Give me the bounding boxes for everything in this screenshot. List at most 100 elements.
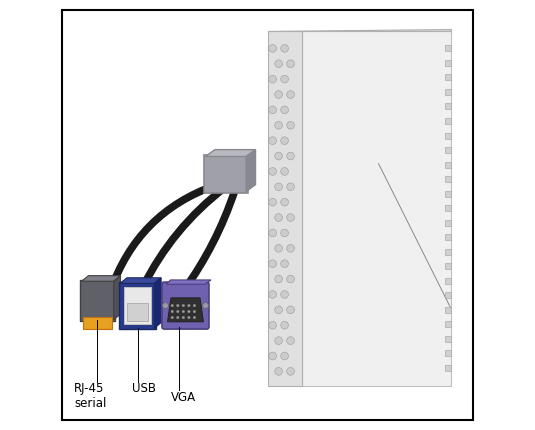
FancyBboxPatch shape	[445, 249, 451, 255]
FancyBboxPatch shape	[445, 89, 451, 95]
FancyBboxPatch shape	[445, 307, 451, 313]
Circle shape	[269, 229, 277, 237]
Circle shape	[177, 316, 179, 319]
Circle shape	[182, 304, 185, 307]
Circle shape	[287, 121, 294, 129]
FancyBboxPatch shape	[119, 282, 156, 329]
Circle shape	[269, 291, 277, 298]
Circle shape	[171, 304, 173, 307]
Text: USB: USB	[132, 382, 156, 396]
Text: VGA: VGA	[171, 391, 196, 404]
FancyBboxPatch shape	[445, 190, 451, 197]
FancyBboxPatch shape	[445, 176, 451, 182]
Circle shape	[269, 75, 277, 83]
Circle shape	[275, 121, 282, 129]
Circle shape	[281, 168, 288, 175]
Circle shape	[281, 198, 288, 206]
Circle shape	[275, 183, 282, 190]
Circle shape	[275, 368, 282, 375]
Circle shape	[275, 275, 282, 283]
Circle shape	[275, 214, 282, 221]
FancyBboxPatch shape	[204, 155, 248, 193]
Circle shape	[287, 214, 294, 221]
Circle shape	[171, 316, 173, 319]
Circle shape	[269, 321, 277, 329]
Polygon shape	[246, 150, 256, 191]
FancyBboxPatch shape	[445, 104, 451, 110]
Circle shape	[281, 321, 288, 329]
Circle shape	[275, 245, 282, 252]
Circle shape	[171, 310, 173, 313]
FancyBboxPatch shape	[445, 263, 451, 269]
FancyBboxPatch shape	[445, 132, 451, 138]
FancyBboxPatch shape	[445, 336, 451, 342]
FancyBboxPatch shape	[445, 220, 451, 226]
Text: RJ-45
serial: RJ-45 serial	[74, 382, 106, 411]
FancyBboxPatch shape	[80, 280, 115, 321]
FancyBboxPatch shape	[445, 292, 451, 298]
Circle shape	[287, 152, 294, 160]
Circle shape	[269, 260, 277, 267]
Circle shape	[287, 368, 294, 375]
FancyBboxPatch shape	[445, 46, 451, 51]
FancyBboxPatch shape	[83, 317, 112, 329]
FancyBboxPatch shape	[445, 350, 451, 356]
Polygon shape	[114, 276, 120, 319]
FancyBboxPatch shape	[445, 278, 451, 284]
Circle shape	[275, 91, 282, 98]
FancyBboxPatch shape	[124, 287, 151, 324]
Polygon shape	[268, 31, 302, 386]
Circle shape	[193, 310, 196, 313]
Circle shape	[281, 260, 288, 267]
Circle shape	[281, 75, 288, 83]
Polygon shape	[167, 298, 203, 322]
Circle shape	[177, 304, 179, 307]
Polygon shape	[154, 278, 161, 328]
Circle shape	[281, 229, 288, 237]
Circle shape	[281, 137, 288, 144]
Circle shape	[182, 316, 185, 319]
Circle shape	[177, 310, 179, 313]
FancyBboxPatch shape	[445, 147, 451, 153]
Circle shape	[269, 168, 277, 175]
Circle shape	[275, 152, 282, 160]
Circle shape	[269, 45, 277, 52]
FancyBboxPatch shape	[445, 205, 451, 211]
Polygon shape	[268, 29, 451, 31]
Circle shape	[275, 306, 282, 314]
FancyBboxPatch shape	[445, 60, 451, 66]
Circle shape	[203, 303, 209, 309]
Circle shape	[287, 60, 294, 68]
FancyBboxPatch shape	[162, 282, 209, 329]
FancyBboxPatch shape	[63, 10, 472, 420]
FancyBboxPatch shape	[445, 321, 451, 327]
Circle shape	[275, 60, 282, 68]
Circle shape	[269, 352, 277, 360]
Circle shape	[193, 316, 196, 319]
Circle shape	[287, 275, 294, 283]
FancyBboxPatch shape	[445, 118, 451, 124]
Circle shape	[287, 91, 294, 98]
Circle shape	[188, 310, 190, 313]
Circle shape	[188, 304, 190, 307]
FancyBboxPatch shape	[445, 234, 451, 240]
Circle shape	[287, 183, 294, 190]
Circle shape	[281, 352, 288, 360]
Circle shape	[193, 304, 196, 307]
FancyBboxPatch shape	[445, 162, 451, 168]
Circle shape	[163, 303, 169, 309]
Polygon shape	[120, 278, 161, 283]
Polygon shape	[302, 31, 451, 386]
Circle shape	[188, 316, 190, 319]
Circle shape	[287, 306, 294, 314]
Circle shape	[182, 310, 185, 313]
Circle shape	[287, 245, 294, 252]
Circle shape	[269, 137, 277, 144]
Circle shape	[281, 45, 288, 52]
Circle shape	[275, 337, 282, 344]
Circle shape	[281, 291, 288, 298]
Polygon shape	[205, 150, 256, 157]
Circle shape	[269, 106, 277, 114]
FancyBboxPatch shape	[445, 74, 451, 80]
Polygon shape	[166, 280, 211, 284]
